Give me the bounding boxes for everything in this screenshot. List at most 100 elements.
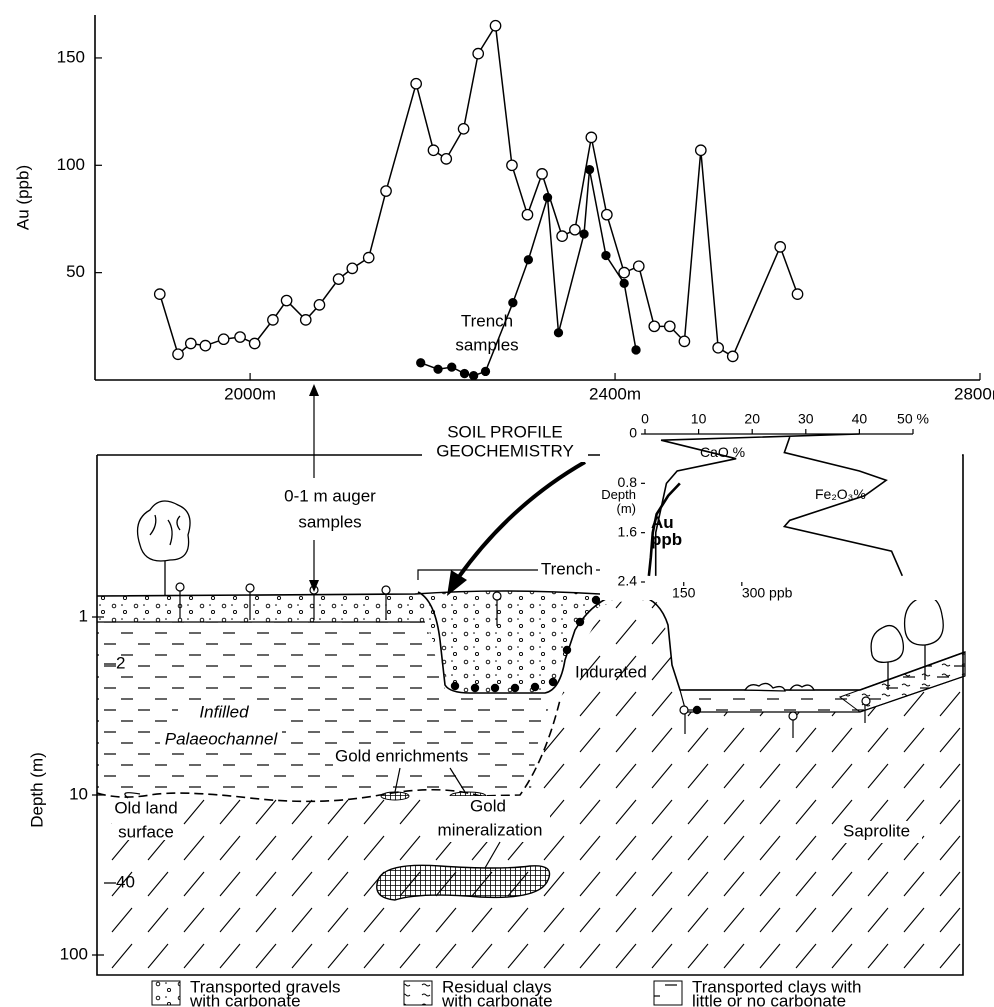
- x-tick-label: 0: [641, 411, 649, 427]
- data-point: [249, 338, 259, 348]
- profile-title: GEOCHEMISTRY: [436, 441, 574, 460]
- data-point: [522, 209, 532, 219]
- old-land-surface-label: Old land: [114, 798, 177, 817]
- data-point: [728, 351, 738, 361]
- legend-label: with carbonate: [441, 991, 553, 1007]
- x-tick-label: 2400m: [589, 384, 641, 403]
- y-tick-label: 50: [66, 262, 85, 281]
- legend: Transported gravels with carbonate Resid…: [152, 977, 861, 1007]
- x-tick-label: 40: [852, 411, 868, 427]
- page: SOIL PROFILE GEOCHEMISTRY 0-1 m auger sa…: [0, 0, 994, 1007]
- data-point: [509, 299, 517, 307]
- old-land-surface-label: surface: [118, 822, 174, 841]
- data-point: [713, 343, 723, 353]
- data-point: [301, 315, 311, 325]
- data-point: [537, 169, 547, 179]
- data-point: [586, 166, 594, 174]
- gold-mineralization-body: [377, 865, 550, 900]
- x2-tick-label: 150: [672, 585, 696, 601]
- data-point: [696, 145, 706, 155]
- gold-enrichment: [381, 792, 409, 800]
- data-point: [490, 21, 500, 31]
- x-tick-label: 30: [798, 411, 814, 427]
- data-point: [524, 256, 532, 264]
- data-point: [281, 295, 291, 305]
- data-point: [632, 346, 640, 354]
- y-axis-label: Depth (m): [592, 488, 636, 516]
- data-point: [448, 363, 456, 371]
- series-line: [160, 26, 798, 357]
- data-point: [481, 367, 489, 375]
- data-point: [235, 332, 245, 342]
- data-point: [347, 263, 357, 273]
- depth-tick-label: 100: [60, 944, 88, 963]
- data-point: [570, 225, 580, 235]
- x-tick-label: 10: [691, 411, 707, 427]
- gold-mineralization-label: mineralization: [438, 820, 543, 839]
- data-point: [620, 279, 628, 287]
- annotation: samples: [455, 335, 518, 354]
- y-tick-label: 2.4: [618, 573, 638, 589]
- x-tick-label: 50 %: [897, 411, 929, 427]
- data-point: [619, 267, 629, 277]
- data-point: [200, 340, 210, 350]
- data-point: [218, 334, 228, 344]
- data-point: [679, 336, 689, 346]
- x2-tick-label: 300 ppb: [742, 585, 793, 601]
- depth-tick-label: 10: [69, 784, 88, 803]
- data-point: [428, 145, 438, 155]
- x-tick-label: 20: [744, 411, 760, 427]
- x-tick-label: 2800m: [954, 384, 994, 403]
- depth-tick-label: 40: [116, 872, 135, 891]
- gold-enrichments-label: Gold enrichments: [335, 746, 468, 765]
- y-tick-label: 100: [57, 155, 85, 174]
- data-point: [155, 289, 165, 299]
- profile-title: SOIL PROFILE: [447, 422, 563, 441]
- depth-axis-label: Depth (m): [27, 752, 46, 828]
- data-point: [333, 274, 343, 284]
- data-point: [381, 186, 391, 196]
- auger-label: samples: [298, 512, 361, 531]
- data-point: [461, 370, 469, 378]
- depth-tick-label: 2: [116, 653, 125, 672]
- data-point: [580, 230, 588, 238]
- channel-label: Infilled: [199, 702, 249, 721]
- data-point: [411, 79, 421, 89]
- legend-swatch: [152, 981, 180, 1005]
- data-point: [441, 154, 451, 164]
- data-point: [434, 365, 442, 373]
- data-point: [314, 300, 324, 310]
- series-label: Fe₂O₃%: [815, 486, 885, 503]
- data-point: [602, 209, 612, 219]
- data-point: [544, 194, 552, 202]
- data-point: [473, 48, 483, 58]
- data-point: [586, 132, 596, 142]
- saprolite-label: Saprolite: [843, 821, 910, 840]
- figure: SOIL PROFILE GEOCHEMISTRY 0-1 m auger sa…: [0, 0, 994, 1007]
- data-point: [173, 349, 183, 359]
- data-point: [665, 321, 675, 331]
- y-axis-label: Au (ppb): [13, 165, 32, 230]
- data-point: [470, 372, 478, 380]
- legend-swatch: [654, 981, 682, 1005]
- indurated-label: Indurated: [575, 662, 647, 681]
- data-point: [602, 251, 610, 259]
- data-point: [792, 289, 802, 299]
- y-tick-label: 1.6: [618, 523, 638, 539]
- legend-label: little or no carbonate: [692, 991, 846, 1007]
- data-point: [458, 124, 468, 134]
- depth-tick-label: 1: [79, 606, 88, 625]
- series-label: CaO %: [700, 444, 760, 461]
- data-point: [507, 160, 517, 170]
- channel-label: Palaeochannel: [165, 729, 279, 748]
- auger-label: 0-1 m auger: [284, 486, 376, 505]
- data-point: [364, 252, 374, 262]
- x-tick-label: 2000m: [224, 384, 276, 403]
- series-label: Au ppb: [651, 514, 691, 548]
- data-point: [649, 321, 659, 331]
- data-point: [557, 231, 567, 241]
- data-point: [417, 359, 425, 367]
- trench-label: Trench: [541, 559, 593, 578]
- data-point: [775, 242, 785, 252]
